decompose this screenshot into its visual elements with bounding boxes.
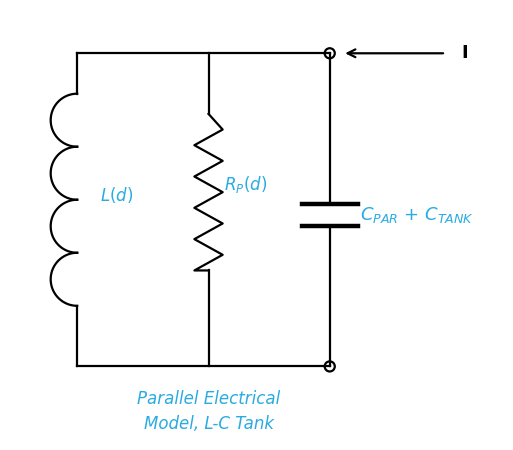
Text: Model, L-C Tank: Model, L-C Tank bbox=[144, 415, 273, 433]
Text: $L(d)$: $L(d)$ bbox=[100, 184, 133, 205]
Text: $C_{PAR}$ + $C_{TANK}$: $C_{PAR}$ + $C_{TANK}$ bbox=[360, 205, 474, 225]
Text: Parallel Electrical: Parallel Electrical bbox=[137, 390, 280, 408]
Text: $R_P(d)$: $R_P(d)$ bbox=[224, 174, 267, 195]
Text: I: I bbox=[461, 44, 468, 62]
